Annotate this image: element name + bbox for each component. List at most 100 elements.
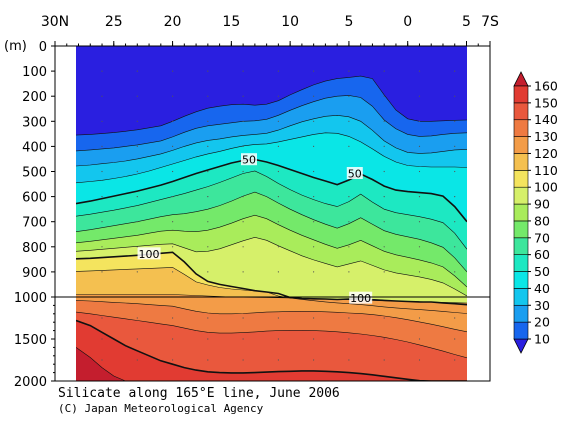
station-marker <box>418 338 421 340</box>
x-tick-label: 5 <box>462 14 471 30</box>
station-marker <box>418 317 421 319</box>
station-marker <box>172 120 174 122</box>
y-tick-label: 1500 <box>14 333 47 348</box>
station-marker <box>242 145 244 147</box>
station-marker <box>172 271 174 273</box>
contour-line-10 <box>76 75 467 136</box>
station-marker <box>242 359 244 361</box>
station-marker <box>207 338 209 340</box>
station-marker <box>418 221 421 223</box>
station-marker <box>418 246 421 248</box>
station-marker <box>313 317 315 319</box>
station-marker <box>383 120 385 122</box>
station-marker <box>101 271 103 273</box>
station-marker <box>454 95 456 97</box>
station-marker <box>172 338 174 340</box>
station-marker <box>313 246 315 248</box>
station-marker <box>277 196 279 198</box>
station-marker <box>454 246 456 248</box>
station-marker <box>454 317 456 319</box>
station-marker <box>348 196 350 198</box>
station-marker <box>313 145 315 147</box>
station-marker <box>348 359 350 361</box>
colorbar-label: 70 <box>534 230 550 245</box>
station-marker <box>348 246 350 248</box>
station-marker <box>454 145 456 147</box>
station-marker <box>454 271 456 273</box>
station-marker <box>136 359 138 361</box>
station-marker <box>277 120 279 122</box>
station-marker <box>101 221 103 223</box>
x-tick-label: 30N <box>41 14 69 30</box>
station-marker <box>207 196 209 198</box>
x-tick-label: 20 <box>164 14 182 30</box>
colorbar-label: 30 <box>534 298 550 313</box>
station-marker <box>418 95 421 97</box>
station-marker <box>383 145 385 147</box>
station-marker <box>313 170 315 173</box>
colorbar-bottom-triangle <box>513 338 529 354</box>
station-marker <box>136 120 138 122</box>
contour-label-100: 100 <box>139 248 160 261</box>
station-marker <box>101 70 103 72</box>
colorbar-box <box>513 220 529 239</box>
station-marker <box>348 221 350 223</box>
contour-label-100: 100 <box>350 292 371 305</box>
station-marker <box>383 170 385 173</box>
station-marker <box>277 95 279 97</box>
colorbar-box <box>513 237 529 255</box>
contour-line-70 <box>76 191 467 273</box>
colorbar-box <box>513 254 529 272</box>
station-marker <box>101 170 103 173</box>
contour-line-40 <box>76 132 467 184</box>
colorbar-label: 100 <box>534 180 558 195</box>
contour-fill-layer <box>76 46 467 381</box>
colorbar-box <box>513 136 529 154</box>
y-tick-label: 800 <box>22 241 47 256</box>
colorbar-box <box>513 85 529 104</box>
station-marker <box>418 196 421 198</box>
station-marker-layer <box>101 70 456 361</box>
station-marker <box>277 145 279 147</box>
colorbar-box <box>513 203 529 222</box>
contour-line-80 <box>76 214 467 288</box>
contour-line-60 <box>76 170 467 250</box>
station-marker <box>242 338 244 340</box>
station-marker <box>418 70 421 72</box>
station-marker <box>348 271 350 273</box>
station-marker <box>207 271 209 273</box>
station-marker <box>207 70 209 72</box>
station-marker <box>454 221 456 223</box>
station-marker <box>242 70 244 72</box>
colorbar-box <box>513 304 529 323</box>
x-tick-label: 10 <box>281 14 299 30</box>
band-above-150 <box>76 320 467 381</box>
station-marker <box>101 246 103 248</box>
station-marker <box>136 95 138 97</box>
x-tick-label: 15 <box>222 14 240 30</box>
colorbar-box <box>513 271 529 289</box>
station-marker <box>172 70 174 72</box>
station-marker <box>207 120 209 122</box>
station-marker <box>277 271 279 273</box>
colorbar-label: 90 <box>534 197 550 212</box>
x-tick-label: 7S <box>481 14 499 30</box>
y-tick-label: 1000 <box>14 291 47 306</box>
station-marker <box>313 70 315 72</box>
station-marker <box>136 70 138 72</box>
station-marker <box>277 246 279 248</box>
colorbar-label: 80 <box>534 213 550 228</box>
band-above-160 <box>76 347 467 381</box>
station-marker <box>348 338 350 340</box>
station-marker <box>313 271 315 273</box>
station-marker <box>383 95 385 97</box>
station-marker <box>136 221 138 223</box>
station-marker <box>207 317 209 319</box>
colorbar-box <box>513 288 529 306</box>
station-marker <box>383 221 385 223</box>
chart-title: Silicate along 165°E line, June 2006 <box>58 386 340 401</box>
station-marker <box>242 246 244 248</box>
station-marker <box>277 317 279 319</box>
contour-label-bg <box>240 153 257 166</box>
